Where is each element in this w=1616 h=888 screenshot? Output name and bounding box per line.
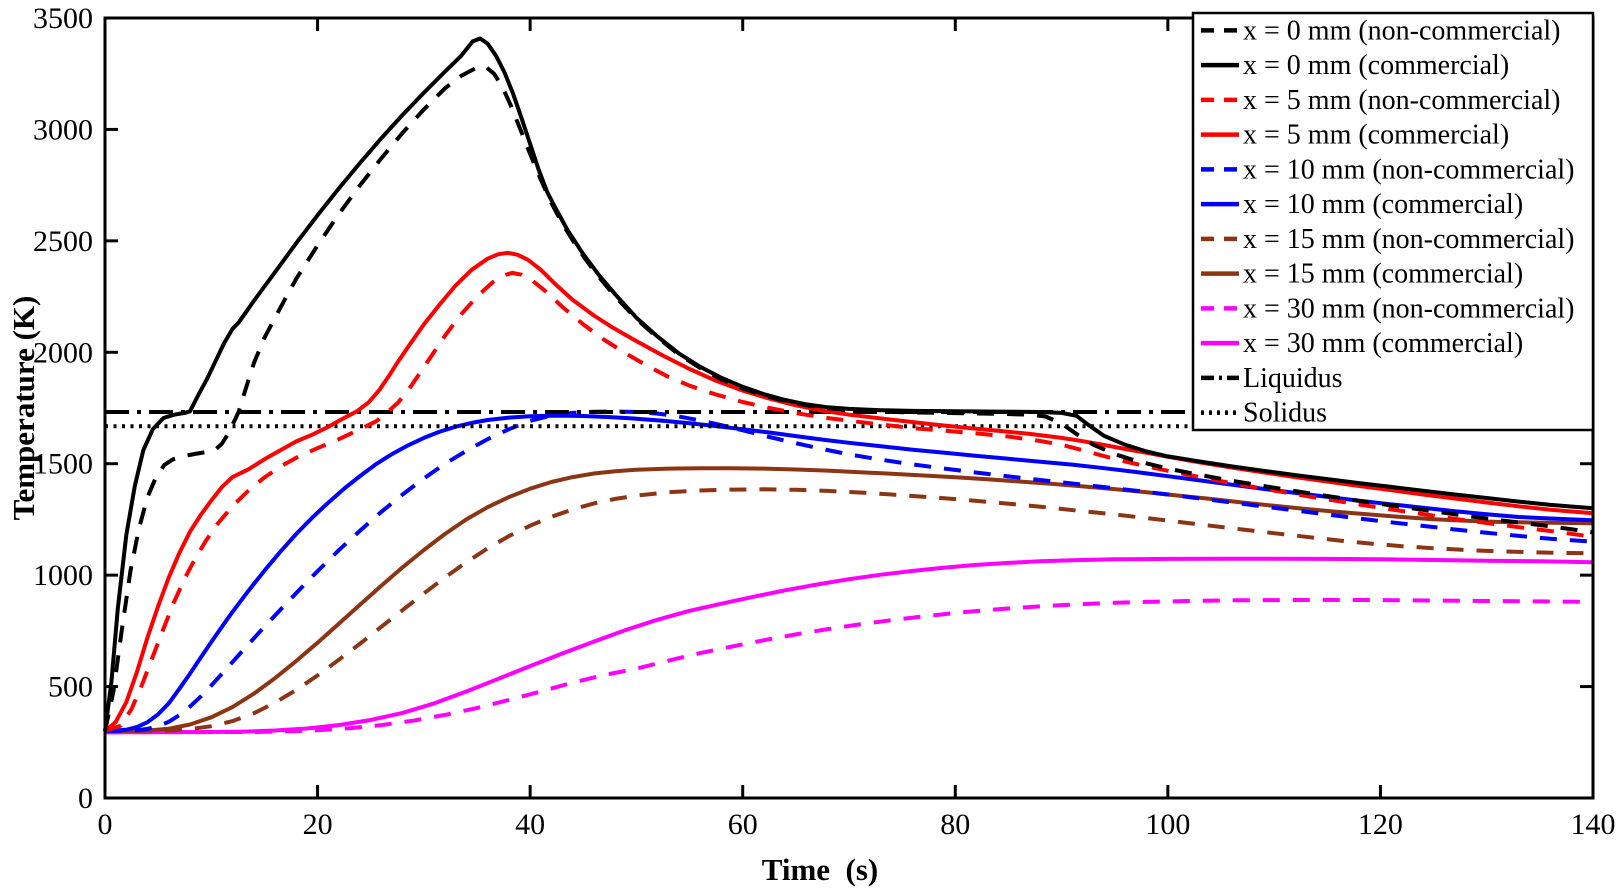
x-tick-label: 100 bbox=[1145, 808, 1190, 841]
y-tick-label: 500 bbox=[48, 671, 93, 704]
legend-item-x-5-mm-non-commercial: x = 5 mm (non-commercial) bbox=[1201, 85, 1560, 116]
legend-label: Liquidus bbox=[1243, 363, 1343, 394]
legend-item-liquidus: Liquidus bbox=[1201, 363, 1343, 394]
legend-label: x = 30 mm (non-commercial) bbox=[1243, 293, 1574, 324]
legend-label: x = 0 mm (non-commercial) bbox=[1243, 15, 1560, 46]
y-tick-label: 1500 bbox=[33, 448, 93, 481]
legend-item-x-0-mm-non-commercial: x = 0 mm (non-commercial) bbox=[1201, 15, 1560, 46]
x-tick-label: 40 bbox=[515, 808, 545, 841]
legend-item-x-30-mm-non-commercial: x = 30 mm (non-commercial) bbox=[1201, 293, 1574, 324]
legend-item-x-10-mm-non-commercial: x = 10 mm (non-commercial) bbox=[1201, 154, 1574, 185]
x-tick-label: 0 bbox=[98, 808, 113, 841]
legend-label: x = 5 mm (non-commercial) bbox=[1243, 85, 1560, 116]
series-line-x-0-mm-non-commercial bbox=[103, 64, 1594, 732]
y-tick-label: 0 bbox=[78, 782, 93, 815]
legend-item-x-10-mm-commercial: x = 10 mm (commercial) bbox=[1201, 189, 1523, 220]
series-line-x-15-mm-commercial bbox=[104, 466, 1594, 734]
x-tick-label: 80 bbox=[940, 808, 970, 841]
legend-item-x-5-mm-commercial: x = 5 mm (commercial) bbox=[1201, 120, 1509, 151]
legend-item-x-30-mm-commercial: x = 30 mm (commercial) bbox=[1201, 328, 1523, 359]
x-tick-label: 60 bbox=[728, 808, 758, 841]
legend-item-x-0-mm-commercial: x = 0 mm (commercial) bbox=[1201, 50, 1509, 81]
series-line-x-15-mm-non-commercial bbox=[104, 487, 1594, 734]
legend-label: x = 5 mm (commercial) bbox=[1243, 120, 1509, 151]
series-line-x-10-mm-non-commercial bbox=[104, 409, 1594, 734]
legend-box bbox=[1191, 11, 1595, 432]
x-tick-label: 120 bbox=[1358, 808, 1403, 841]
series-line-x-0-mm-commercial bbox=[103, 36, 1594, 732]
y-axis-label: Temperature (K) bbox=[6, 295, 41, 521]
y-tick-label: 3000 bbox=[33, 113, 93, 146]
legend-item-x-15-mm-commercial: x = 15 mm (commercial) bbox=[1201, 259, 1523, 290]
legend-label: x = 15 mm (non-commercial) bbox=[1243, 224, 1574, 255]
series-line-x-30-mm-commercial bbox=[104, 556, 1594, 735]
series-line-x-10-mm-commercial bbox=[104, 413, 1594, 734]
legend-label: x = 0 mm (commercial) bbox=[1243, 50, 1509, 81]
y-tick-label: 1000 bbox=[33, 559, 93, 592]
x-tick-label: 140 bbox=[1571, 808, 1616, 841]
legend: x = 0 mm (non-commercial) x = 0 mm (comme… bbox=[1191, 11, 1595, 432]
legend-label: x = 10 mm (non-commercial) bbox=[1243, 154, 1574, 185]
y-tick-label: 3500 bbox=[33, 2, 93, 35]
x-tick-label: 20 bbox=[303, 808, 333, 841]
legend-label: x = 10 mm (commercial) bbox=[1243, 189, 1523, 220]
y-tick-label: 2500 bbox=[33, 225, 93, 258]
y-tick-label: 2000 bbox=[33, 336, 93, 369]
legend-item-x-15-mm-non-commercial: x = 15 mm (non-commercial) bbox=[1201, 224, 1574, 255]
tick-labels: 0 20 40 60 80 100 120 140 0 500 1000 1500 2000 2500 30… bbox=[33, 2, 1616, 841]
legend-item-solidus: Solidus bbox=[1201, 398, 1327, 429]
legend-label: x = 30 mm (commercial) bbox=[1243, 328, 1523, 359]
x-axis-label: Time (s) bbox=[761, 852, 879, 887]
legend-label: x = 15 mm (commercial) bbox=[1243, 259, 1523, 290]
legend-label: Solidus bbox=[1243, 398, 1327, 429]
series-line-x-5-mm-non-commercial bbox=[104, 270, 1594, 733]
series-line-x-30-mm-non-commercial bbox=[104, 597, 1594, 735]
